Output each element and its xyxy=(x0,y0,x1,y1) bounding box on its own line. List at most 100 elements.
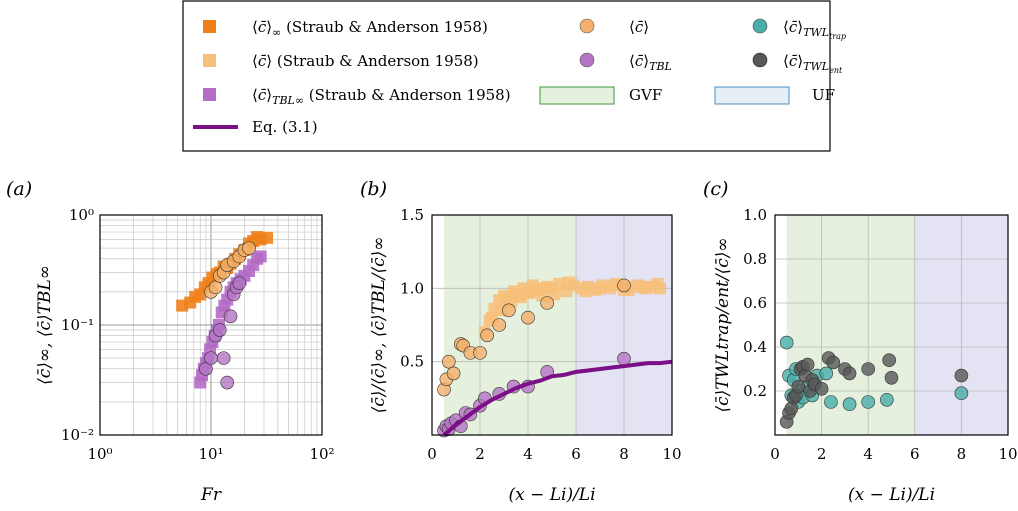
svg-text:Eq. (3.1): Eq. (3.1) xyxy=(252,118,318,136)
y-tick-label: 10⁻² xyxy=(61,426,94,444)
x-tick-label: 10 xyxy=(662,445,681,463)
y-tick-label: 0.2 xyxy=(743,382,767,400)
data-point xyxy=(261,231,274,244)
data-point xyxy=(784,401,799,416)
series-c xyxy=(204,241,256,299)
data-point xyxy=(473,346,487,360)
data-point xyxy=(204,351,218,365)
y-tick-label: 1.5 xyxy=(400,206,424,224)
y-tick-label: 10⁻¹ xyxy=(61,316,94,334)
data-point xyxy=(480,328,495,343)
data-point xyxy=(220,375,235,390)
data-point xyxy=(216,351,231,365)
data-point xyxy=(548,288,561,301)
data-point xyxy=(492,318,507,332)
legend-item-c-sa: ⟨c̄⟩ (Straub & Anderson 1958) xyxy=(203,52,479,70)
data-point xyxy=(842,366,857,381)
svg-text:⟨c̄⟩ (Straub & Anderson 1958): ⟨c̄⟩ (Straub & Anderson 1958) xyxy=(252,52,479,70)
x-tick-label: 6 xyxy=(910,445,920,463)
data-point xyxy=(514,291,527,304)
data-point xyxy=(826,355,841,370)
data-point xyxy=(651,277,664,290)
panel-a: 10⁰ 10¹ 10² 10⁻² 10⁻¹ 10⁰ Fr ⟨c̄⟩∞, ⟨c̄⟩TBL∞ (a) xyxy=(6,178,335,505)
x-tick-label: 0 xyxy=(427,445,437,463)
data-point xyxy=(223,309,238,324)
data-point xyxy=(779,335,794,350)
x-axis-label: (x − Li)/Li xyxy=(848,485,935,505)
data-point xyxy=(882,353,896,368)
x-tick-label: 10¹ xyxy=(198,445,223,463)
x-tick-label: 4 xyxy=(863,445,873,463)
data-point xyxy=(501,303,516,318)
data-point xyxy=(637,280,650,293)
data-point xyxy=(242,241,256,255)
panel-b: 0 2 4 6 8 10 0.5 1.0 1.5 (x − Li)/Li ⟨c̄⟩/⟨c̄⟩∞, ⟨… xyxy=(360,178,682,505)
svg-text:UF: UF xyxy=(812,86,835,104)
svg-text:GVF: GVF xyxy=(629,86,662,104)
data-point xyxy=(254,250,267,263)
series-c xyxy=(437,278,631,397)
legend-item-c-inf-sa: ⟨c̄⟩∞ (Straub & Anderson 1958) xyxy=(203,18,488,39)
x-tick-label: 4 xyxy=(523,445,533,463)
data-point xyxy=(562,276,575,289)
panel-c: 0 2 4 6 8 10 0.2 0.4 0.6 0.8 1.0 (x − Li)/Li ⟨c̄⟩TWL… xyxy=(703,178,1018,505)
panel-label: (a) xyxy=(6,178,32,200)
data-point xyxy=(524,286,537,299)
data-point xyxy=(254,233,267,246)
legend-item-eq31: Eq. (3.1) xyxy=(193,118,318,136)
y-axis-label: ⟨c̄⟩∞, ⟨c̄⟩TBL∞ xyxy=(35,265,55,385)
data-point xyxy=(842,397,857,412)
series-eq31 xyxy=(442,359,673,437)
data-point xyxy=(861,362,876,376)
y-tick-label: 0.6 xyxy=(743,294,767,312)
x-tick-label: 2 xyxy=(475,445,485,463)
svg-text:⟨c̄⟩∞ (Straub & Anderson 1958: ⟨c̄⟩∞ (Straub & Anderson 1958) xyxy=(252,18,488,39)
y-axis-label: ⟨c̄⟩TWLtrap/ent/⟨c̄⟩∞ xyxy=(713,237,733,412)
data-point xyxy=(608,279,621,292)
data-point xyxy=(880,392,894,407)
data-point xyxy=(824,395,838,409)
y-tick-label: 0.5 xyxy=(400,353,424,371)
data-point xyxy=(884,370,899,385)
series-c_ent xyxy=(779,351,969,429)
x-axis-label: Fr xyxy=(200,485,222,505)
panel-a-frame xyxy=(99,214,323,436)
series-line xyxy=(442,359,673,437)
legend-item-gvf: GVF xyxy=(539,86,662,105)
x-tick-label: 8 xyxy=(619,445,629,463)
y-tick-label: 0.4 xyxy=(743,338,767,356)
data-point xyxy=(617,351,631,366)
data-point xyxy=(521,310,535,325)
series-c_TBL xyxy=(199,276,247,390)
x-tick-label: 6 xyxy=(571,445,581,463)
legend: ⟨c̄⟩∞ (Straub & Anderson 1958) ⟨c̄⟩ (Str… xyxy=(182,0,846,152)
y-axis-label: ⟨c̄⟩/⟨c̄⟩∞, ⟨c̄⟩TBL/⟨c̄⟩∞ xyxy=(369,237,389,414)
data-point xyxy=(814,381,829,396)
legend-item-uf: UF xyxy=(714,86,835,105)
y-tick-label: 10⁰ xyxy=(69,206,94,224)
y-tick-label: 1.0 xyxy=(400,279,424,297)
data-point xyxy=(540,296,555,310)
x-tick-label: 10² xyxy=(309,445,334,463)
svg-text:⟨c̄⟩TBL∞ (Straub & Anderson 1: ⟨c̄⟩TBL∞ (Straub & Anderson 1958) xyxy=(252,86,511,107)
legend-item-c: ⟨c̄⟩ xyxy=(579,18,649,36)
panel-c-frame xyxy=(774,214,1009,436)
panel-label: (c) xyxy=(703,178,728,200)
data-point xyxy=(232,276,247,290)
data-point xyxy=(208,280,223,295)
data-point xyxy=(594,282,606,295)
data-point xyxy=(441,354,456,369)
data-point xyxy=(617,278,631,293)
data-point xyxy=(954,368,969,383)
legend-item-c-tblinf-sa: ⟨c̄⟩TBL∞ (Straub & Anderson 1958) xyxy=(203,86,511,107)
data-point xyxy=(212,323,227,337)
x-tick-label: 2 xyxy=(817,445,827,463)
panel-label: (b) xyxy=(360,178,387,200)
data-point xyxy=(954,386,969,401)
data-point xyxy=(819,366,834,381)
data-point xyxy=(791,379,806,394)
data-point xyxy=(247,259,260,272)
x-tick-label: 8 xyxy=(957,445,967,463)
data-point xyxy=(800,357,815,372)
